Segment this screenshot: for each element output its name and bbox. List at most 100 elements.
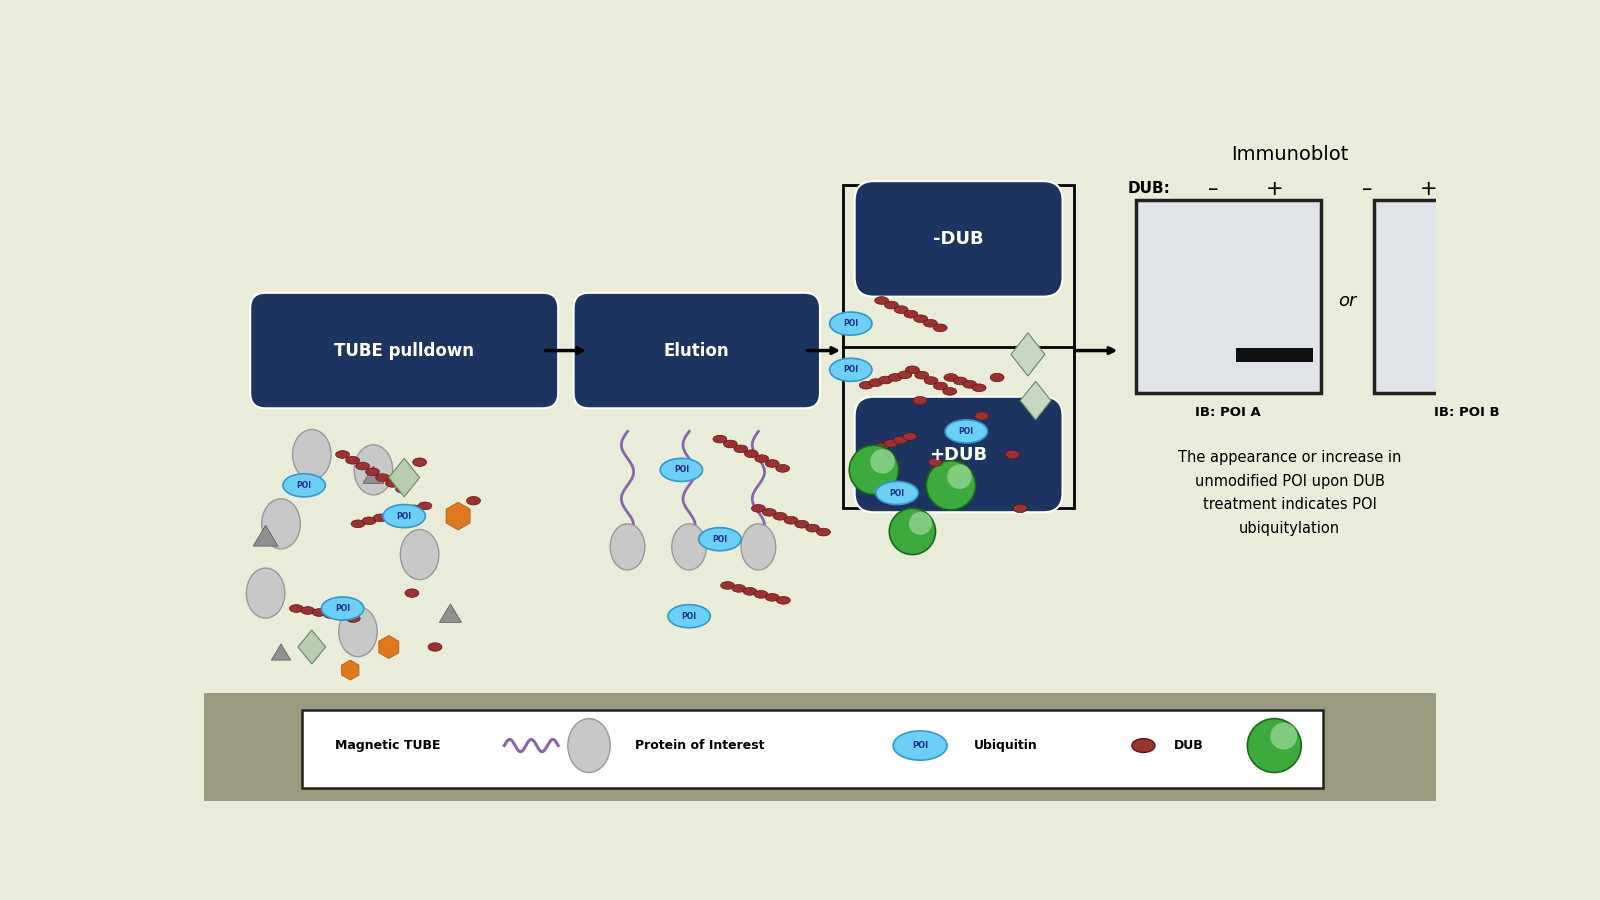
Ellipse shape	[346, 456, 360, 464]
Ellipse shape	[830, 358, 872, 382]
Ellipse shape	[1013, 504, 1027, 513]
Ellipse shape	[893, 436, 907, 444]
Ellipse shape	[262, 499, 301, 549]
Ellipse shape	[376, 473, 389, 482]
Ellipse shape	[776, 597, 790, 604]
Ellipse shape	[610, 524, 645, 570]
Ellipse shape	[336, 451, 349, 458]
Text: +: +	[1266, 179, 1283, 199]
Ellipse shape	[875, 443, 888, 451]
Ellipse shape	[893, 731, 947, 760]
Ellipse shape	[928, 458, 942, 466]
Ellipse shape	[888, 374, 902, 382]
Text: POI: POI	[843, 320, 858, 328]
Ellipse shape	[366, 468, 379, 476]
Ellipse shape	[346, 615, 360, 623]
Text: POI: POI	[296, 481, 312, 490]
Text: POI: POI	[397, 511, 411, 520]
Bar	[1374, 201, 1558, 393]
Ellipse shape	[946, 419, 987, 443]
Ellipse shape	[384, 511, 398, 518]
Text: –: –	[1208, 179, 1218, 199]
Bar	[843, 185, 1074, 508]
Ellipse shape	[765, 593, 779, 601]
Ellipse shape	[875, 482, 918, 505]
Ellipse shape	[720, 581, 734, 590]
Ellipse shape	[406, 505, 421, 513]
Ellipse shape	[355, 463, 370, 470]
Ellipse shape	[350, 520, 365, 527]
Polygon shape	[253, 526, 278, 546]
Ellipse shape	[878, 376, 893, 384]
Polygon shape	[1011, 333, 1045, 376]
Bar	[205, 108, 1437, 693]
Ellipse shape	[290, 605, 304, 612]
Bar	[1136, 201, 1320, 393]
Circle shape	[1248, 718, 1301, 772]
Ellipse shape	[973, 384, 986, 392]
Ellipse shape	[246, 568, 285, 618]
Ellipse shape	[301, 607, 315, 615]
Ellipse shape	[773, 512, 787, 520]
Circle shape	[890, 508, 936, 554]
Text: POI: POI	[843, 365, 858, 374]
Bar	[1451, 348, 1528, 362]
Ellipse shape	[974, 412, 989, 420]
Text: POI: POI	[334, 604, 350, 613]
Text: IB: POI B: IB: POI B	[1434, 406, 1499, 419]
Ellipse shape	[339, 607, 378, 657]
Ellipse shape	[293, 429, 331, 480]
FancyBboxPatch shape	[854, 181, 1062, 297]
Ellipse shape	[283, 473, 325, 497]
Ellipse shape	[914, 396, 926, 405]
Text: POI: POI	[912, 741, 928, 750]
Text: +DUB: +DUB	[930, 446, 987, 464]
Text: POI: POI	[958, 427, 974, 436]
Ellipse shape	[386, 480, 400, 487]
Polygon shape	[1021, 382, 1051, 419]
Ellipse shape	[914, 315, 928, 322]
Ellipse shape	[1131, 739, 1155, 752]
Ellipse shape	[963, 381, 976, 388]
Ellipse shape	[312, 608, 326, 617]
Ellipse shape	[885, 302, 898, 309]
Text: The appearance or increase in
unmodified POI upon DUB
treatment indicates POI
ub: The appearance or increase in unmodified…	[1178, 450, 1402, 536]
Ellipse shape	[776, 464, 790, 473]
Polygon shape	[363, 466, 384, 483]
Text: POI: POI	[890, 489, 904, 498]
Text: Ubiquitin: Ubiquitin	[974, 739, 1038, 752]
Polygon shape	[272, 644, 291, 660]
Ellipse shape	[699, 527, 741, 551]
Bar	[1235, 348, 1312, 362]
Ellipse shape	[765, 460, 779, 467]
Circle shape	[870, 449, 894, 473]
Circle shape	[850, 446, 899, 494]
Ellipse shape	[944, 374, 958, 382]
Text: IB: POI A: IB: POI A	[1195, 406, 1261, 419]
Ellipse shape	[795, 520, 808, 528]
Ellipse shape	[742, 588, 757, 595]
Ellipse shape	[418, 502, 432, 509]
Ellipse shape	[723, 440, 738, 448]
Ellipse shape	[741, 524, 776, 570]
Ellipse shape	[894, 306, 909, 313]
FancyBboxPatch shape	[302, 710, 1323, 788]
Ellipse shape	[954, 377, 968, 385]
Text: POI: POI	[682, 612, 696, 621]
Bar	[205, 693, 1437, 801]
FancyBboxPatch shape	[250, 292, 558, 409]
Text: TUBE pulldown: TUBE pulldown	[334, 342, 474, 360]
Polygon shape	[389, 458, 419, 497]
Ellipse shape	[373, 514, 387, 522]
Ellipse shape	[933, 324, 947, 332]
Ellipse shape	[400, 529, 438, 580]
Ellipse shape	[902, 433, 917, 440]
Ellipse shape	[322, 597, 363, 620]
Ellipse shape	[323, 611, 338, 618]
Ellipse shape	[784, 517, 798, 524]
Polygon shape	[298, 630, 326, 664]
Ellipse shape	[405, 589, 419, 598]
Ellipse shape	[714, 436, 726, 443]
Text: Immunoblot: Immunoblot	[1230, 145, 1349, 164]
Ellipse shape	[672, 524, 707, 570]
